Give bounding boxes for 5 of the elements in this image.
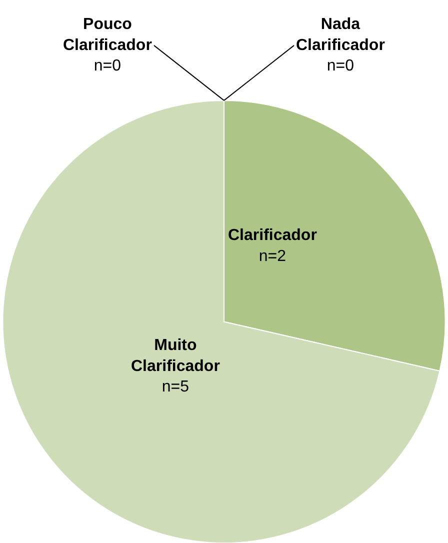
text: n=0 — [326, 58, 354, 75]
data-label: n=2 — [258, 248, 286, 265]
slice-label: Clarificador — [228, 227, 317, 244]
data-label: n=5 — [162, 378, 190, 396]
text: n=0 — [94, 58, 122, 75]
